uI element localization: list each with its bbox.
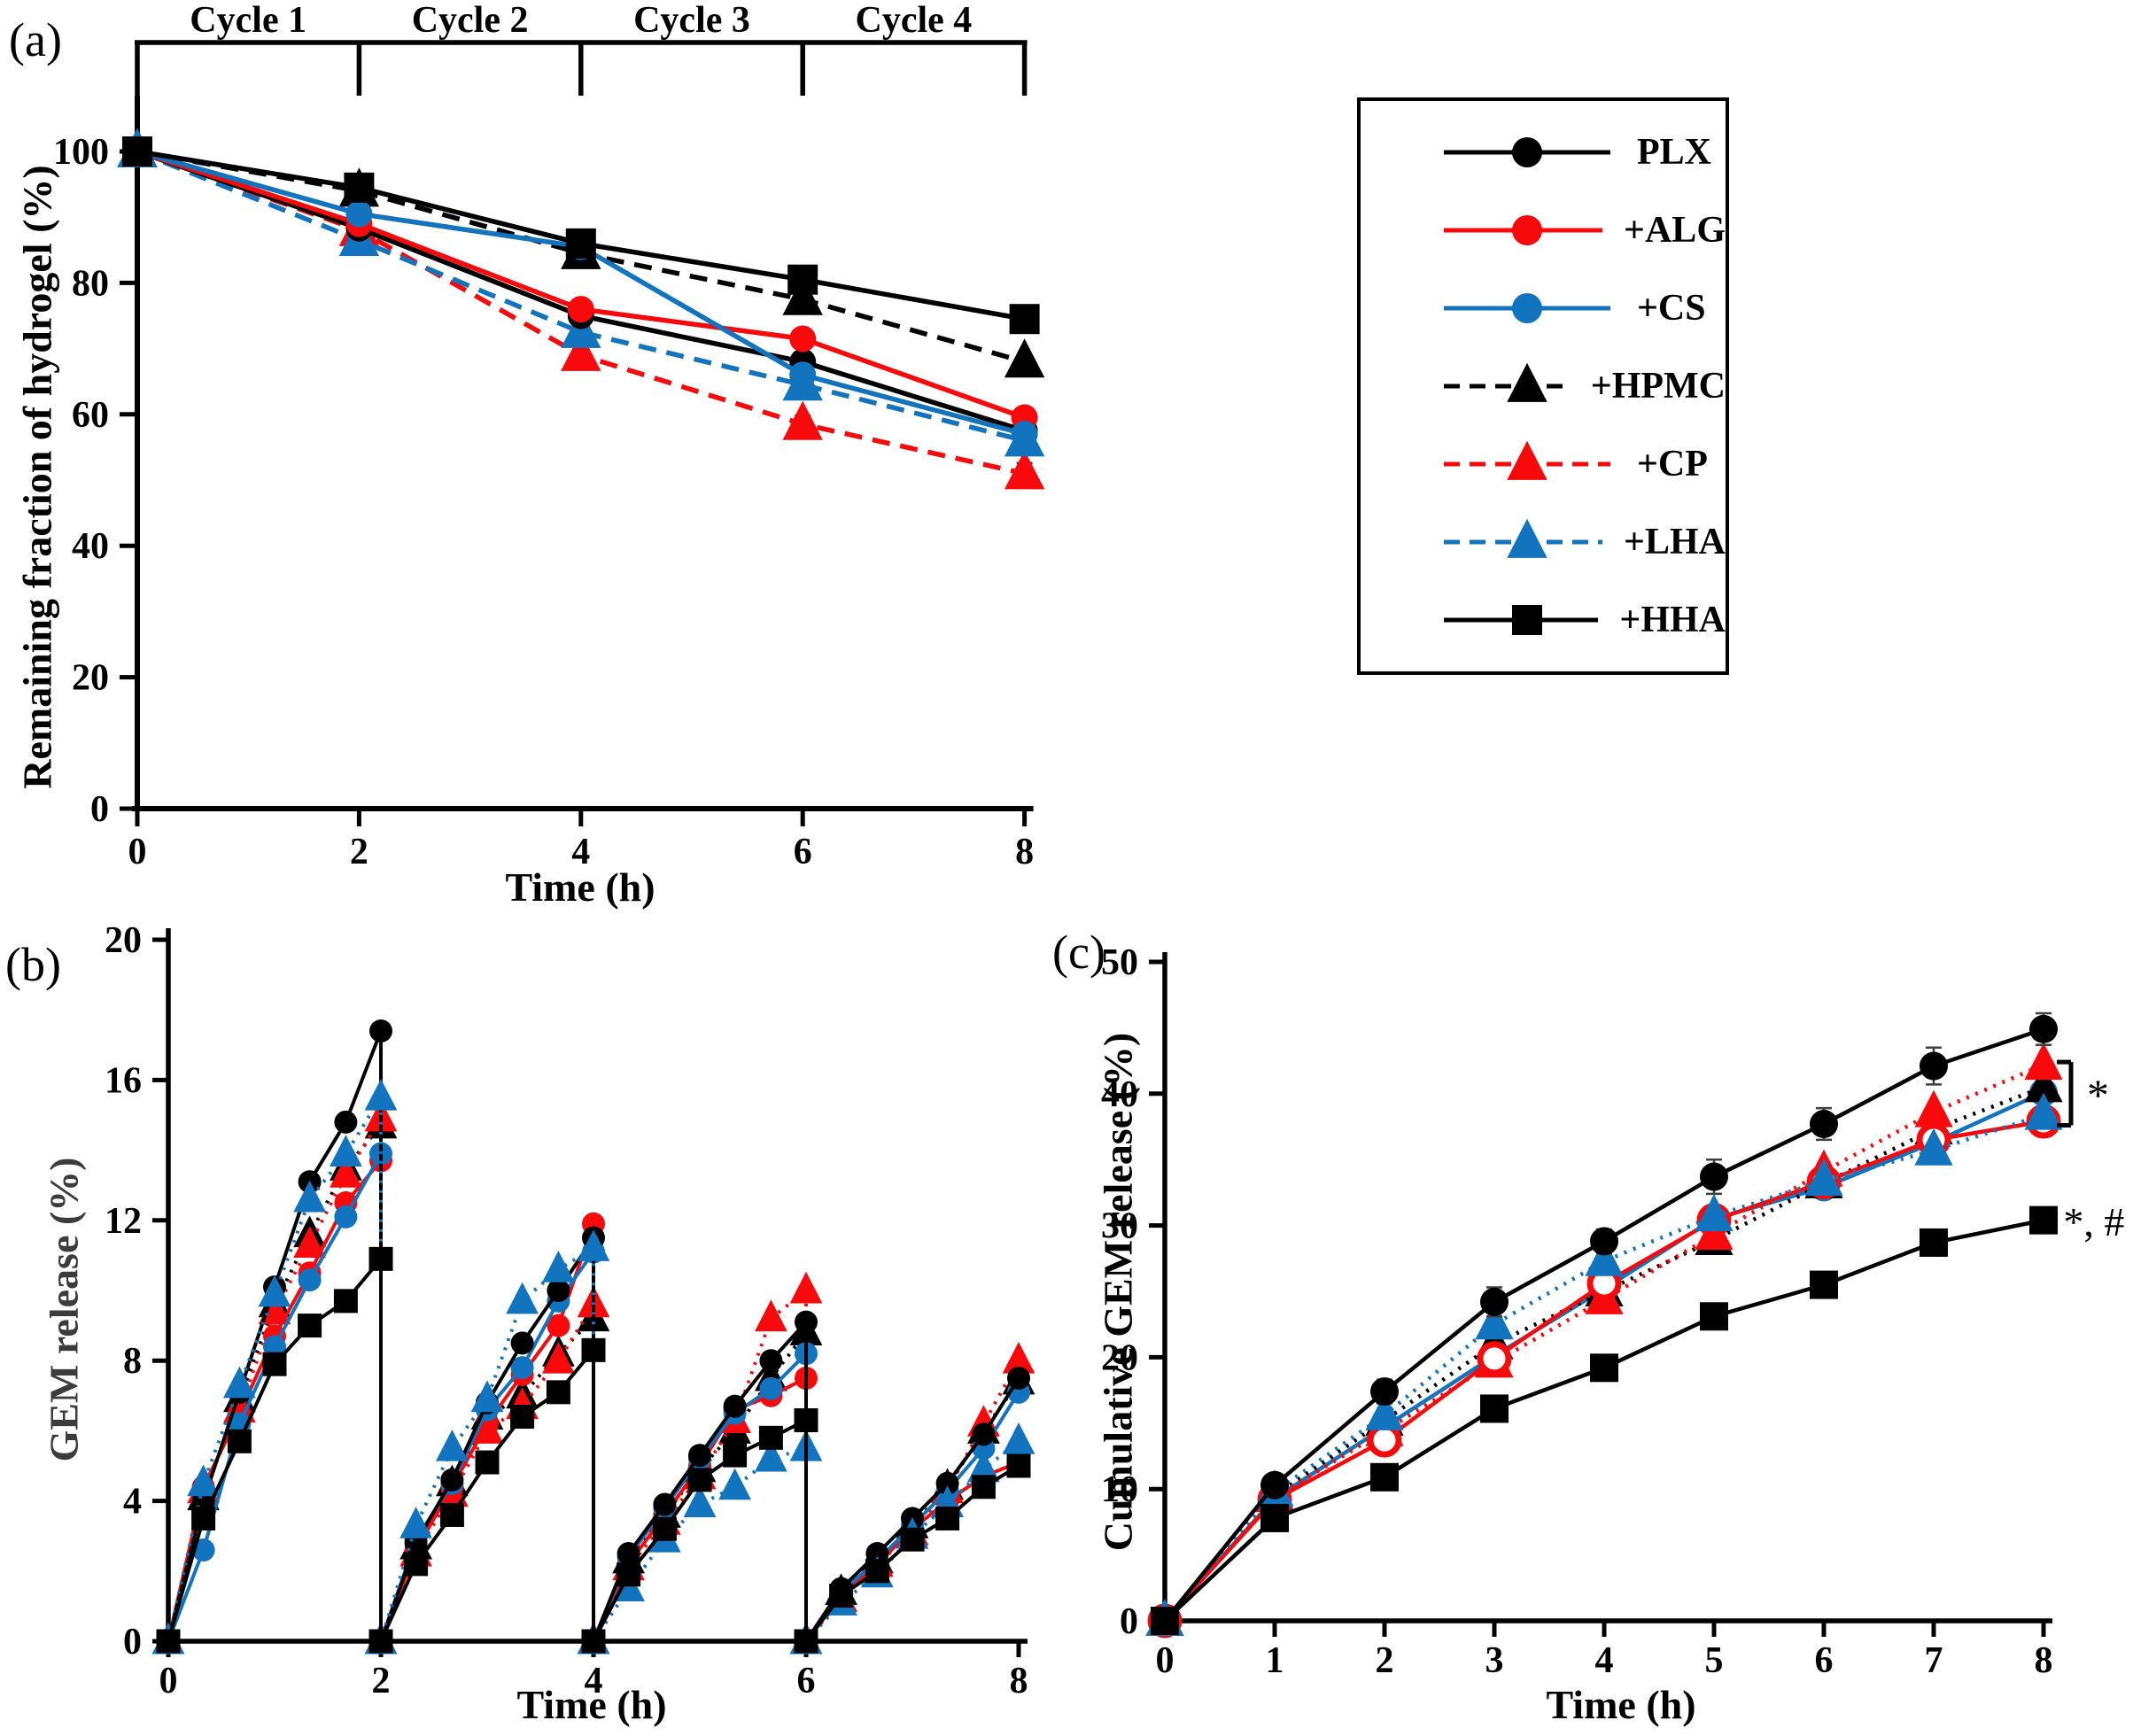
panel-c-content: 0 1 2 3 4 5 6 7 8 0 10 20 30 40 50 * *, # bbox=[1101, 942, 2124, 1681]
x-tick-label: 6 bbox=[794, 832, 812, 872]
panel-a-label: (a) bbox=[9, 13, 62, 66]
legend-entry-hpmc: +HPMC bbox=[1361, 357, 1726, 415]
cycle-label: Cycle 1 bbox=[190, 0, 306, 41]
cycle-label: Cycle 4 bbox=[856, 0, 973, 41]
x-tick-label: 4 bbox=[571, 832, 590, 872]
legend-label-alg: +ALG bbox=[1624, 210, 1726, 251]
y-tick-label: 4 bbox=[123, 1482, 142, 1523]
legend-label-cs: +CS bbox=[1637, 288, 1706, 329]
panel-b-y-axis-title: GEM release (%) bbox=[41, 1157, 87, 1462]
x-tick-label: 1 bbox=[1266, 1640, 1284, 1681]
x-tick-label: 0 bbox=[1156, 1640, 1175, 1681]
cp-marker-icon bbox=[1444, 440, 1610, 480]
series-PLX bbox=[1151, 1011, 2058, 1635]
x-tick-label: 2 bbox=[372, 1661, 391, 1701]
x-tick-label: 4 bbox=[585, 1661, 603, 1701]
y-tick-label: 12 bbox=[105, 1201, 142, 1242]
y-tick-label: 20 bbox=[105, 920, 142, 961]
y-tick-label: 10 bbox=[1101, 1469, 1138, 1510]
y-tick-label: 0 bbox=[1120, 1601, 1138, 1642]
y-tick-label: 0 bbox=[90, 789, 109, 830]
panel-b-label: (b) bbox=[5, 938, 61, 991]
x-tick-label: 7 bbox=[1925, 1640, 1943, 1681]
x-tick-label: 5 bbox=[1705, 1640, 1724, 1681]
cs-marker-icon bbox=[1444, 293, 1610, 323]
panel-b-content: 0 2 4 6 8 0 4 8 12 16 20 bbox=[105, 920, 1035, 1701]
x-tick-label: 2 bbox=[350, 832, 368, 872]
hha-marker-icon bbox=[1444, 605, 1599, 635]
y-tick-label: 60 bbox=[72, 395, 109, 436]
axes: 0 1 2 3 4 5 6 7 8 0 10 20 30 40 50 bbox=[1101, 942, 2053, 1681]
series-HHA bbox=[1151, 1205, 2058, 1635]
cycle-label: Cycle 3 bbox=[633, 0, 750, 41]
x-tick-label: 6 bbox=[1815, 1640, 1834, 1681]
y-tick-label: 8 bbox=[123, 1341, 142, 1382]
y-tick-label: 0 bbox=[123, 1622, 142, 1662]
significance-star: * bbox=[2087, 1070, 2109, 1120]
x-tick-label: 8 bbox=[2035, 1640, 2053, 1681]
y-tick-label: 100 bbox=[53, 132, 109, 173]
legend-entry-cs: +CS bbox=[1361, 279, 1726, 337]
legend-label-plx: PLX bbox=[1637, 132, 1711, 173]
legend-label-cp: +CP bbox=[1637, 444, 1708, 484]
axes: 0 2 4 6 8 0 4 8 12 16 20 bbox=[105, 920, 1028, 1701]
legend-entry-hha: +HHA bbox=[1361, 591, 1726, 649]
x-tick-label: 8 bbox=[1010, 1661, 1028, 1701]
cycle-label: Cycle 2 bbox=[412, 0, 529, 41]
y-tick-label: 50 bbox=[1101, 942, 1138, 983]
annotations: * *, # bbox=[2057, 1059, 2124, 1244]
x-tick-label: 2 bbox=[1376, 1640, 1394, 1681]
panel-c-label: (c) bbox=[1052, 926, 1105, 979]
legend-entry-cp: +CP bbox=[1361, 435, 1726, 493]
legend-entry-alg: +ALG bbox=[1361, 201, 1726, 260]
hpmc-marker-icon bbox=[1444, 362, 1570, 402]
y-tick-label: 16 bbox=[105, 1060, 142, 1101]
y-tick-label: 20 bbox=[1101, 1337, 1138, 1378]
legend-entry-lha: +LHA bbox=[1361, 513, 1726, 571]
panel-c-x-axis-title: Time (h) bbox=[1546, 1682, 1696, 1727]
x-tick-label: 0 bbox=[128, 832, 147, 872]
legend-label-lha: +LHA bbox=[1624, 522, 1726, 562]
y-tick-label: 80 bbox=[72, 263, 109, 304]
alg-marker-icon bbox=[1444, 215, 1603, 245]
legend: PLX +ALG +CS +HPMC +CP +LHA +HHA bbox=[1357, 97, 1729, 675]
y-tick-label: 30 bbox=[1101, 1206, 1138, 1247]
plx-marker-icon bbox=[1444, 137, 1610, 167]
legend-label-hha: +HHA bbox=[1619, 600, 1726, 640]
y-tick-label: 20 bbox=[72, 658, 109, 699]
panel-c-y-axis-title: Cumulative GEM release (%) bbox=[1095, 1032, 1141, 1552]
significance-note: *, # bbox=[2063, 1199, 2124, 1244]
legend-entry-plx: PLX bbox=[1361, 123, 1726, 182]
x-tick-label: 6 bbox=[797, 1661, 816, 1701]
series-HHA bbox=[156, 1246, 1031, 1654]
x-tick-label: 3 bbox=[1485, 1640, 1504, 1681]
y-tick-label: 40 bbox=[72, 526, 109, 567]
legend-label-hpmc: +HPMC bbox=[1590, 366, 1726, 407]
panel-b-x-axis-title: Time (h) bbox=[516, 1682, 667, 1727]
x-tick-label: 0 bbox=[159, 1661, 178, 1701]
series-HHA bbox=[122, 136, 1040, 335]
y-tick-label: 40 bbox=[1101, 1074, 1138, 1115]
cycle-ruler: Cycle 1 Cycle 2 Cycle 3 Cycle 4 bbox=[135, 0, 1028, 96]
x-tick-label: 8 bbox=[1015, 832, 1034, 872]
panel-a-y-axis-title: Remaining fraction of hydrogel (%) bbox=[14, 165, 60, 789]
panel-a-content: Cycle 1 Cycle 2 Cycle 3 Cycle 40 2 4 6 80204060… bbox=[53, 0, 1045, 872]
x-tick-label: 4 bbox=[1595, 1640, 1614, 1681]
panel-a-x-axis-title: Time (h) bbox=[505, 864, 655, 910]
lha-marker-icon bbox=[1444, 518, 1603, 558]
